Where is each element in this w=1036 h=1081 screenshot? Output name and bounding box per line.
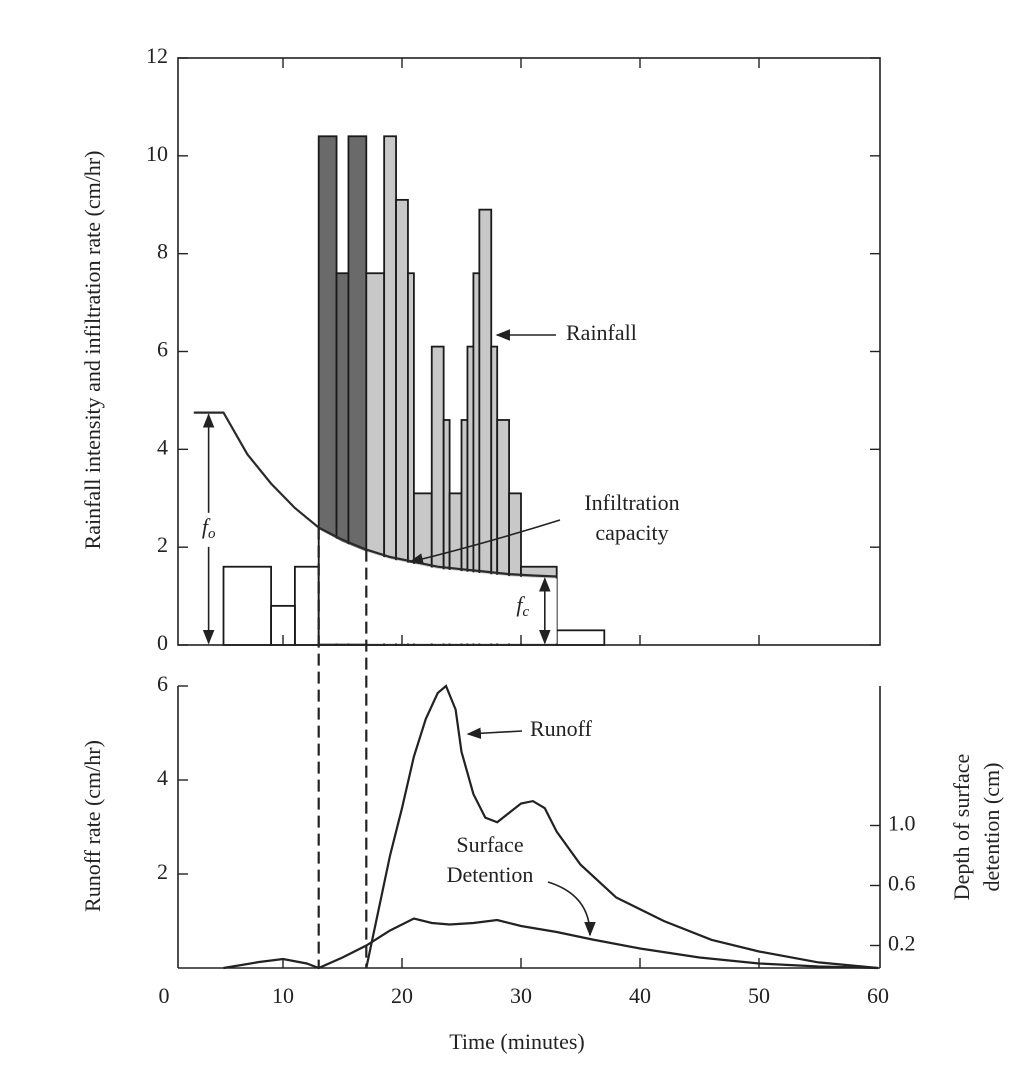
y-tick-label: 6 [157, 337, 168, 362]
y2-tick-label: 0.2 [888, 931, 916, 956]
x-tick-label: 0 [159, 983, 170, 1008]
y2-axis-title: Depth of surface detention (cm) [947, 727, 1007, 927]
series-label: Rainfall [566, 320, 637, 345]
plot-frame [178, 58, 880, 645]
x-tick-label: 10 [272, 983, 294, 1008]
y-tick-label: 8 [157, 239, 168, 264]
series-label: Infiltration capacity [562, 488, 702, 548]
rainfall-bar [557, 630, 605, 645]
y2-tick-label: 0.6 [888, 871, 916, 896]
annotation-sub: c [523, 604, 530, 620]
x-tick-label: 50 [748, 983, 770, 1008]
chart: 024681012fofcRainfallRainfall intensity … [0, 0, 1036, 1081]
y-tick-label: 2 [157, 859, 168, 884]
y-axis-title: Runoff rate (cm/hr) [80, 740, 105, 912]
y-tick-label: 10 [146, 141, 168, 166]
arrow [468, 731, 522, 734]
y-tick-label: 4 [157, 765, 168, 790]
runoff-curve [366, 686, 878, 968]
figure: 024681012fofcRainfallRainfall intensity … [0, 0, 1036, 1081]
y-axis-title: Rainfall intensity and infiltration rate… [80, 151, 105, 550]
x-tick-label: 60 [867, 983, 889, 1008]
y2-tick-label: 1.0 [888, 811, 916, 836]
y-tick-label: 2 [157, 532, 168, 557]
series-label: Surface Detention [425, 830, 555, 890]
annotation-sub: o [208, 526, 216, 542]
x-axis-title: Time (minutes) [449, 1029, 584, 1054]
y-tick-label: 4 [157, 434, 168, 459]
x-tick-label: 40 [629, 983, 651, 1008]
rainfall-bar [295, 567, 319, 645]
x-tick-label: 30 [510, 983, 532, 1008]
x-tick-label: 20 [391, 983, 413, 1008]
rainfall-bar [224, 567, 272, 645]
y-tick-label: 12 [146, 43, 168, 68]
y-tick-label: 6 [157, 671, 168, 696]
detention-curve [224, 919, 879, 969]
series-label: Runoff [530, 716, 593, 741]
y-tick-label: 0 [157, 630, 168, 655]
